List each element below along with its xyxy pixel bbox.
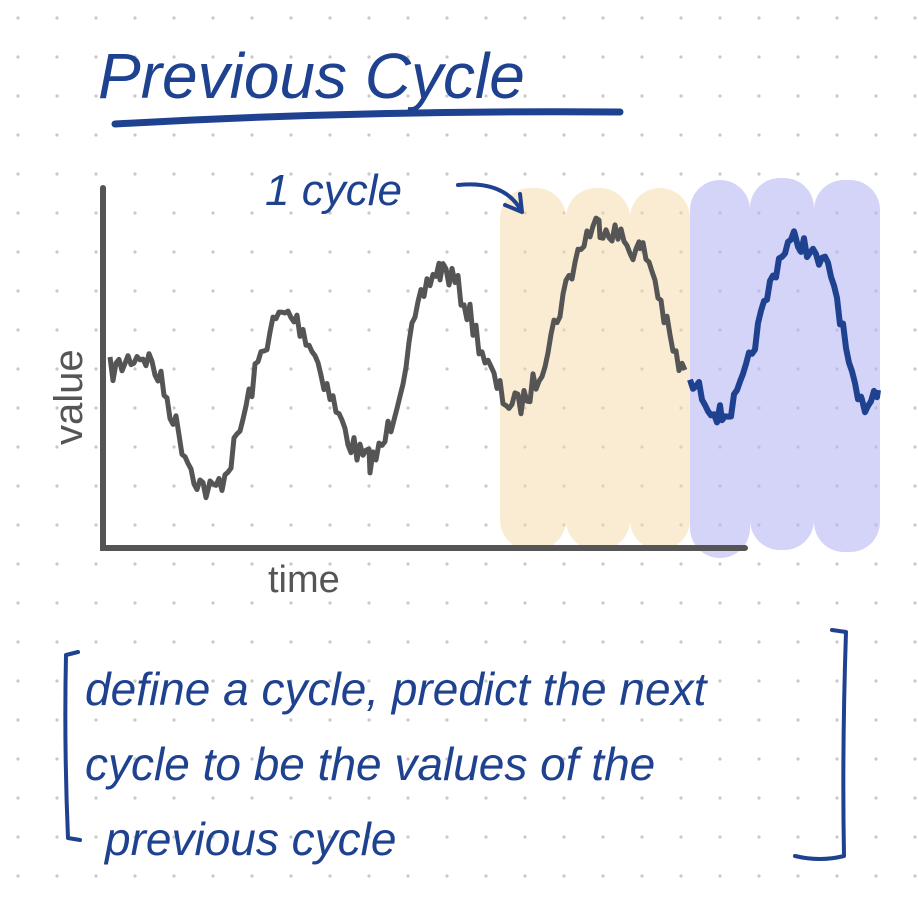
cycle-column xyxy=(566,188,630,550)
predicted-curve xyxy=(687,228,881,426)
left-bracket xyxy=(63,650,82,842)
annotation-arrow xyxy=(456,182,524,214)
prediction-column xyxy=(690,180,750,558)
y-axis-label: value xyxy=(47,349,91,445)
caption-line: previous cycle xyxy=(103,813,396,865)
caption-line: cycle to be the values of the xyxy=(85,738,655,790)
cycle-annotation: 1 cycle xyxy=(265,166,402,215)
prediction-column xyxy=(750,178,814,550)
title: Previous Cycle xyxy=(98,40,525,112)
caption-line: define a cycle, predict the next xyxy=(85,663,709,715)
x-axis-label: time xyxy=(268,559,340,601)
history-curve xyxy=(107,215,688,501)
cycle-column xyxy=(500,188,566,550)
right-bracket xyxy=(793,628,848,861)
title-underline xyxy=(111,108,624,128)
axes xyxy=(100,185,748,551)
cycle-column xyxy=(630,188,690,550)
